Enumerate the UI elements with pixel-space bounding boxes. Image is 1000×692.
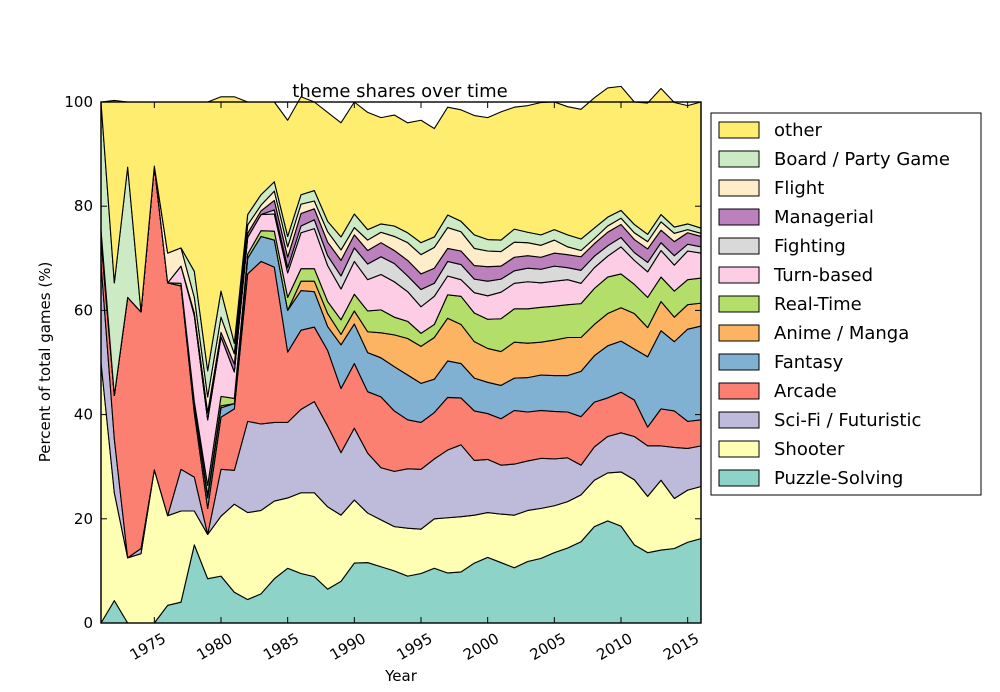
legend-label-flight: Flight [774,178,824,199]
legend-swatch-board-party-game [718,150,760,168]
x-tick-label: 1985 [260,629,302,664]
x-tick-label: 1990 [327,629,369,664]
x-tick-label: 1975 [127,629,169,664]
x-tick-label: 1995 [393,629,435,664]
y-axis: 0 20 40 60 80 100 [64,93,701,632]
legend-label-turn-based: Turn-based [773,265,873,286]
y-tick-label: 20 [74,510,93,528]
x-tick-label: 1980 [193,629,235,664]
legend-swatch-real-time [718,295,760,313]
legend-label-real-time: Real-Time [774,294,862,315]
stacked-areas [100,85,702,624]
legend-label-board-party-game: Board / Party Game [774,149,950,170]
legend-label-anime-manga: Anime / Manga [774,323,909,344]
y-axis-label: Percent of total games (%) [36,262,54,463]
legend-swatch-fantasy [718,353,760,371]
x-tick-label: 2000 [460,629,502,664]
y-tick-label: 0 [83,614,93,632]
legend-label-shooter: Shooter [774,439,845,460]
legend-swatch-puzzle-solving [718,469,760,487]
x-tick-label: 2015 [660,629,702,664]
y-tick-label: 40 [74,406,93,424]
legend-label-fighting: Fighting [774,236,846,257]
x-tick-label: 2005 [527,629,569,664]
legend-swatch-arcade [718,382,760,400]
legend-label-managerial: Managerial [774,207,874,228]
y-tick-label: 100 [64,93,93,111]
legend-label-fantasy: Fantasy [774,352,844,373]
legend-swatch-turn-based [718,266,760,284]
legend-label-arcade: Arcade [774,381,837,402]
legend-swatch-other [718,121,760,139]
legend-swatch-flight [718,179,760,197]
legend-swatch-anime-manga [718,324,760,342]
legend-swatch-sci-fi-futuristic [718,411,760,429]
legend-swatch-managerial [718,208,760,226]
legend-swatch-fighting [718,237,760,255]
x-tick-label: 2010 [593,629,635,664]
y-tick-label: 60 [74,301,93,319]
legend-swatch-shooter [718,440,760,458]
legend: other Board / Party Game Flight Managerial F… [710,112,982,496]
legend-label-sci-fi-futuristic: Sci-Fi / Futuristic [774,410,921,431]
legend-label-other: other [774,120,823,141]
plot-frame [100,101,702,624]
x-axis-label: Year [384,667,418,685]
chart-title: theme shares over time [292,81,507,102]
legend-label-puzzle-solving: Puzzle-Solving [774,468,903,489]
y-tick-label: 80 [74,197,93,215]
